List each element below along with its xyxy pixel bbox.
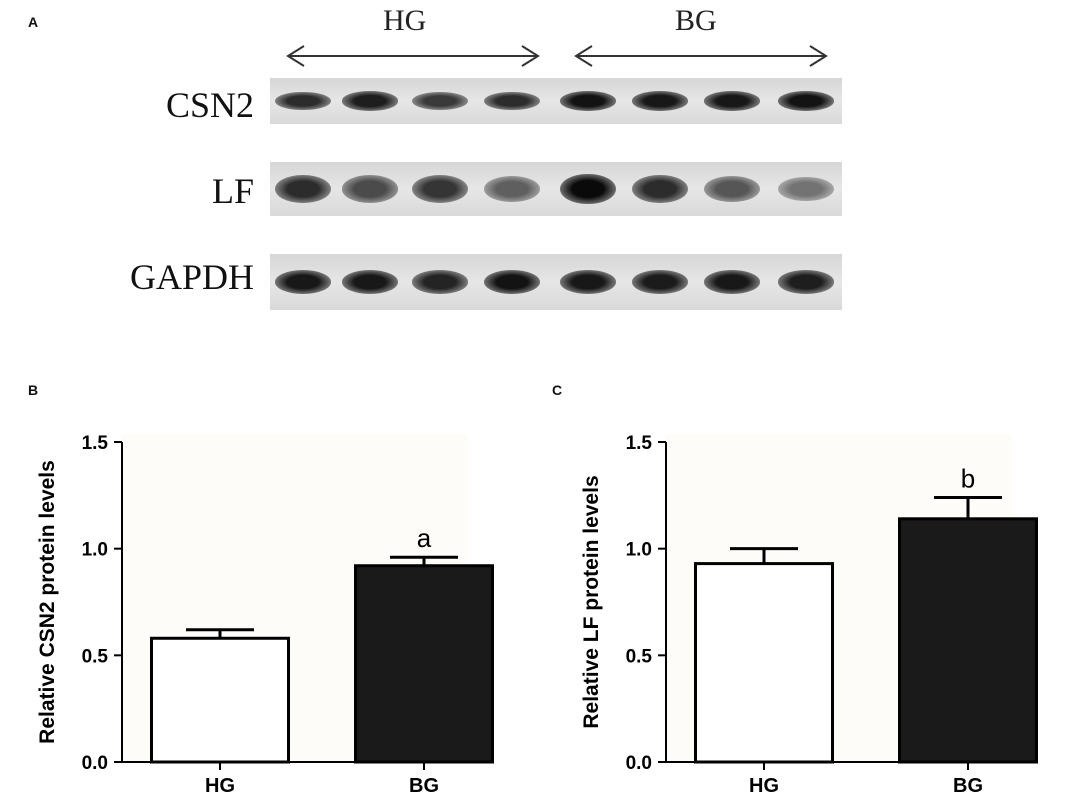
significance-letter: a [417,523,432,553]
y-tick-label: 1.0 [82,540,108,561]
y-tick-label: 0.0 [626,753,652,774]
y-tick-label: 1.0 [626,540,652,561]
blot-band [632,174,688,204]
blot-band [275,270,331,294]
bg-arrow-left-head [574,45,593,67]
hg-arrow-left-head [286,45,305,67]
blot-band [412,91,468,110]
group-arrows [286,45,828,67]
y-tick-label: 0.5 [82,646,109,667]
x-tick-label: BG [953,775,983,797]
blot-label-gapdh: GAPDH [129,257,254,297]
blot-band [484,270,540,294]
significance-letter: b [961,463,975,493]
blot-band [632,91,688,111]
y-tick-label: 1.5 [626,433,653,454]
y-axis-label: Relative LF protein levels [580,475,603,728]
blot-band [484,176,540,202]
y-axis-label: Relative CSN2 protein levels [36,460,59,744]
blot-band [704,91,760,111]
blot-band [412,174,468,204]
blot-band [412,270,468,294]
chart-b-csn2: Relative CSN2 protein levels 0.0 0.5 1.0 1.5… [36,433,494,797]
x-tick-label: HG [205,775,235,797]
blot-band [342,175,398,203]
blot-band [778,176,834,202]
blot-band [560,91,616,111]
group-label-hg: HG [383,4,427,37]
blot-label-lf: LF [211,171,254,211]
y-tick-label: 0.5 [626,646,653,667]
blot-band [275,174,331,204]
blot-strip-lf [270,162,842,216]
blot-band [778,91,834,111]
blot-band [704,270,760,294]
y-tick-label: 1.5 [82,433,109,454]
blot-band [275,91,331,111]
blot-band [560,270,616,294]
bar-hg [150,636,290,764]
blot-band [704,175,760,203]
panel-letter-b: B [28,382,39,398]
blot-band [342,91,398,111]
blot-strip-gapdh [270,254,842,310]
x-tick-label: BG [409,775,439,797]
bar-hg [694,562,834,764]
group-label-bg: BG [675,4,717,37]
y-tick-label: 0.0 [82,753,108,774]
bar-bg [898,517,1038,764]
chart-c-lf: Relative LF protein levels 0.0 0.5 1.0 1.5 HG… [580,433,1038,797]
blot-band [342,270,398,294]
x-tick-label: HG [749,775,779,797]
panel-letter-c: C [552,382,563,398]
blot-band [632,270,688,294]
blot-band [560,173,616,205]
blot-label-csn2: CSN2 [165,85,254,125]
bar-bg [354,564,494,764]
blot-band [484,91,540,111]
hg-arrow-right-head [521,45,540,67]
bg-arrow-right-head [809,45,828,67]
panel-letter-a: A [28,14,39,30]
blot-band [778,270,834,294]
blot-strip-csn2 [270,78,842,124]
